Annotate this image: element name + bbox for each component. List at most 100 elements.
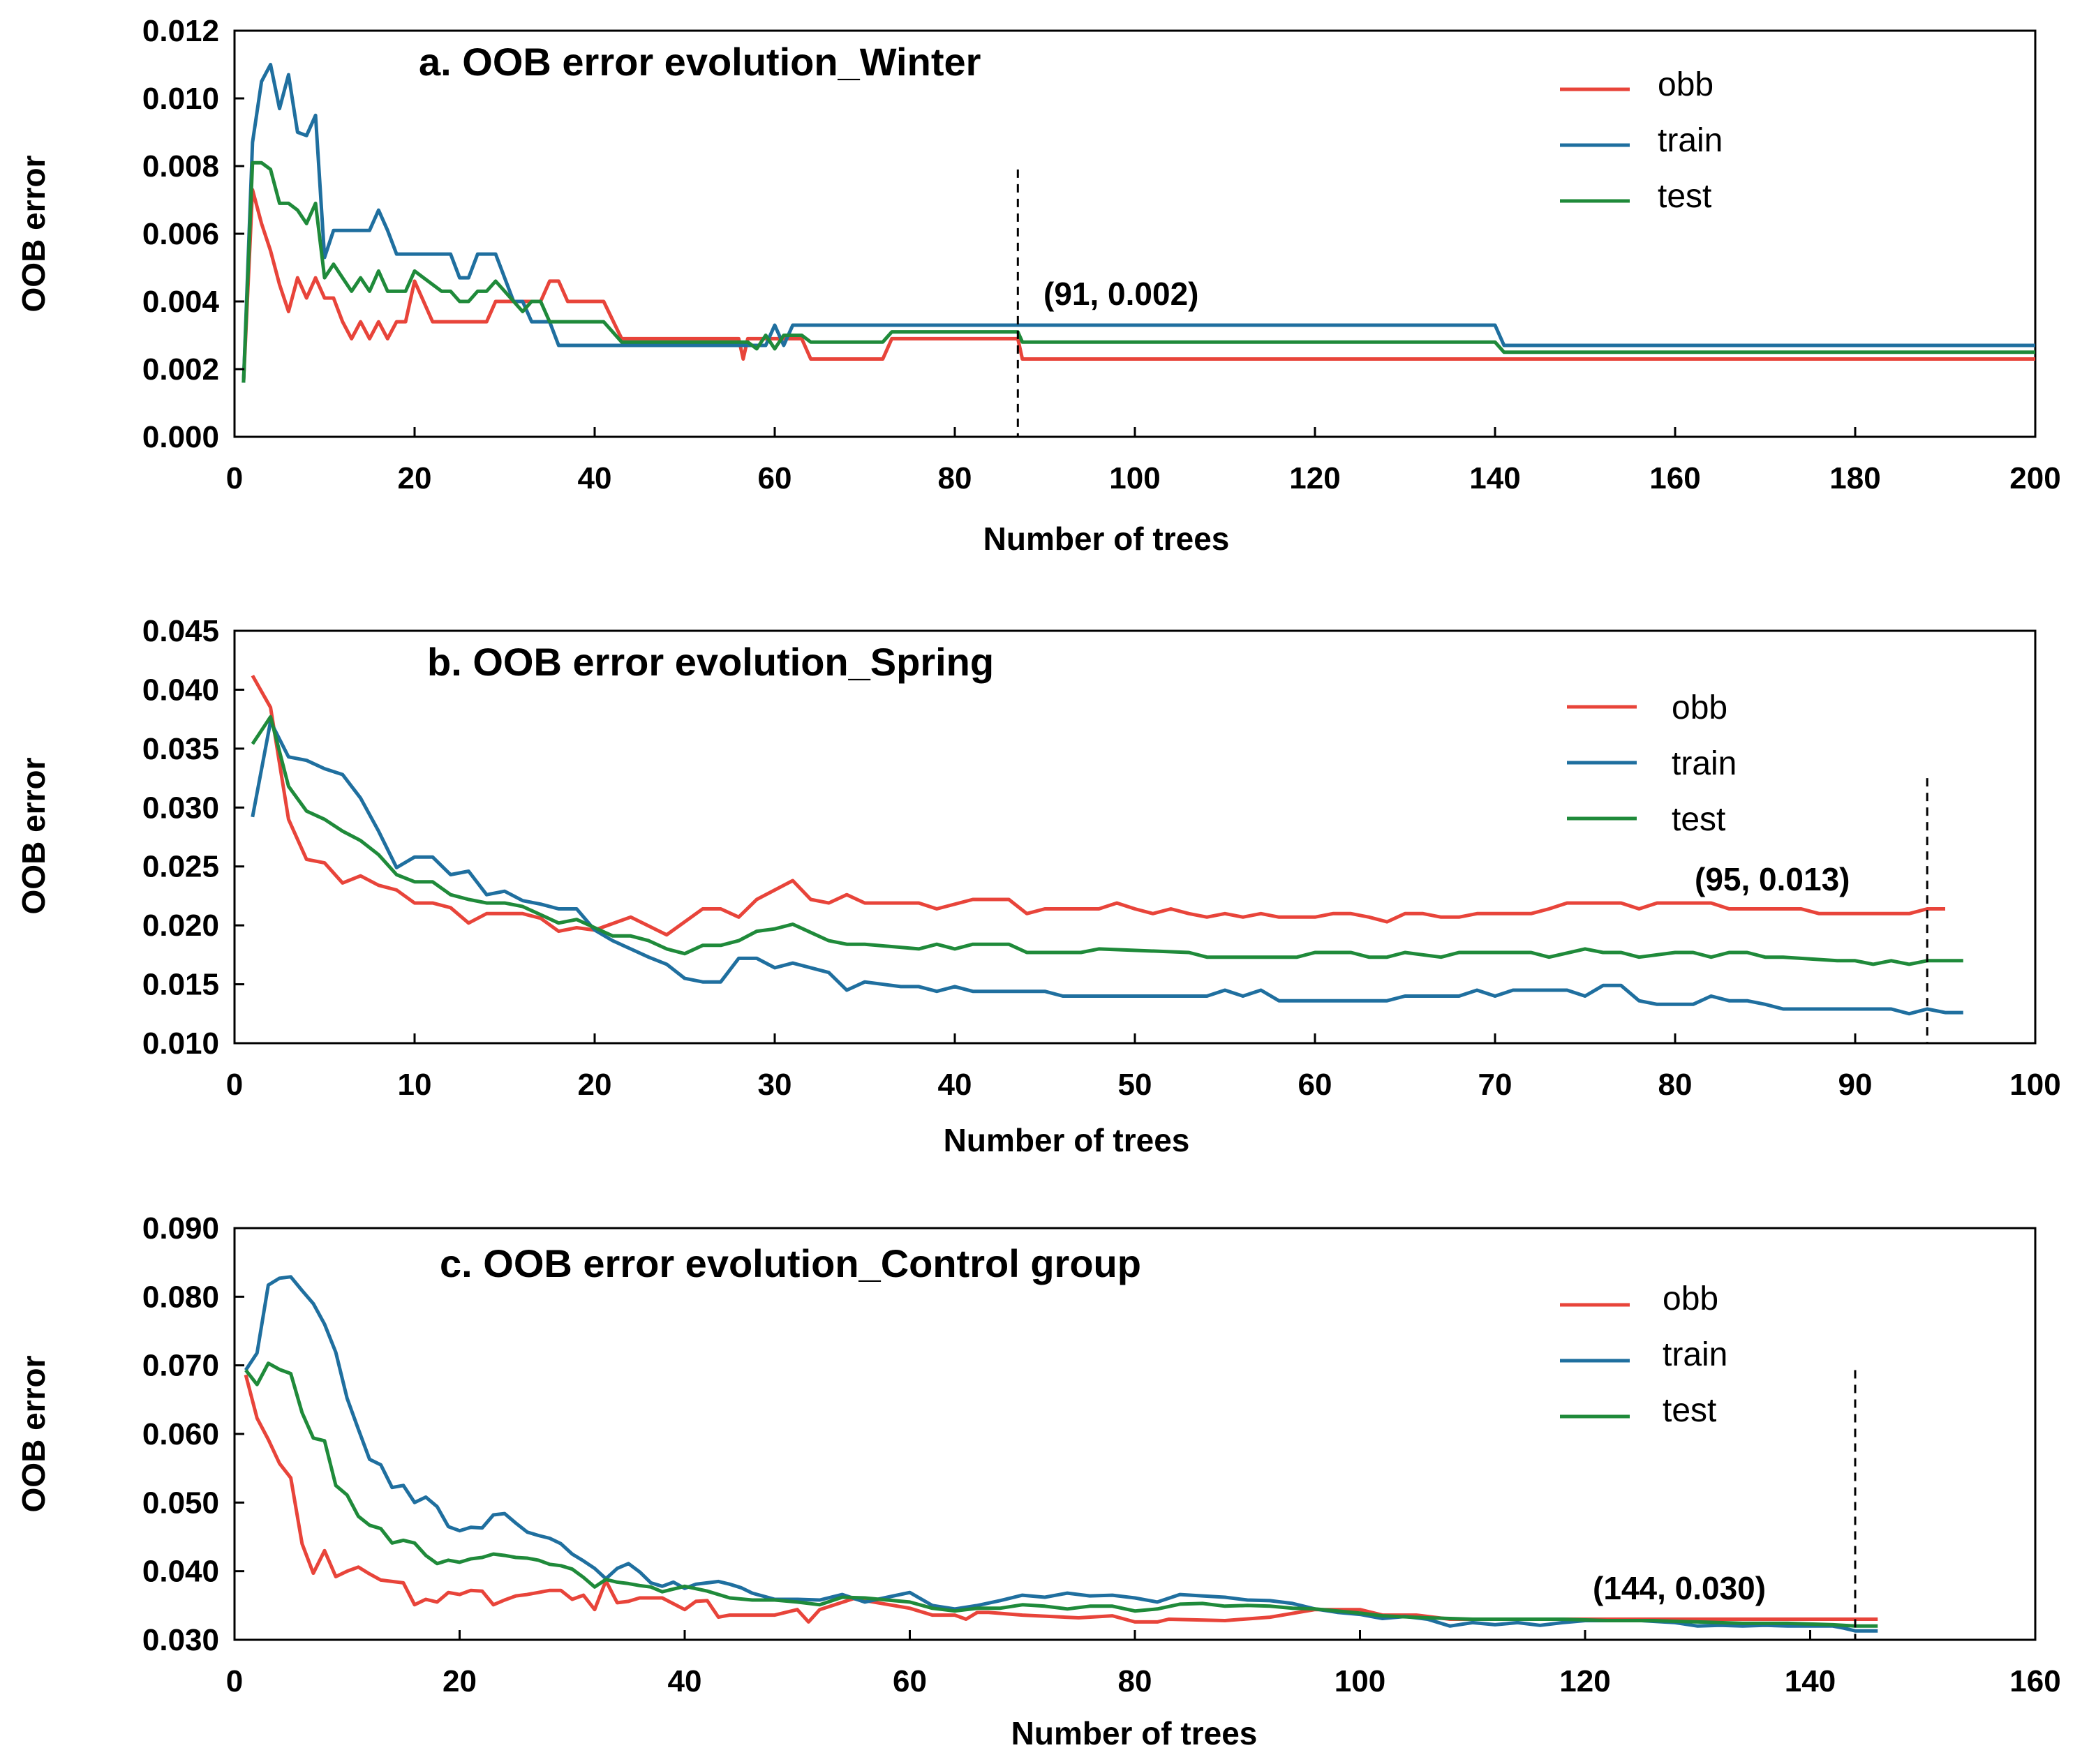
x-tick-label: 40: [938, 1068, 972, 1102]
y-tick-label: 0.045: [142, 614, 219, 648]
x-tick-label: 200: [2009, 461, 2060, 495]
series-line-obb: [244, 1374, 1878, 1624]
y-axis-label: OOB error: [15, 155, 52, 312]
y-tick-label: 0.050: [142, 1486, 219, 1520]
y-axis-ticks: 0.030 0.040 0.050 0.060 0.070 0.080 0.090: [142, 1211, 244, 1657]
series-line-test: [244, 1361, 1878, 1628]
x-tick-label: 80: [1658, 1068, 1693, 1102]
panel-spring: 0 10 20 30 40 50 60 70 80 90 100 0.0100.0150.0200.…: [15, 614, 2061, 1158]
y-tick-label: 0.010: [142, 82, 219, 116]
y-tick-label: 0.002: [142, 352, 219, 387]
series-line-test: [241, 160, 2035, 383]
x-tick-label: 120: [1559, 1664, 1610, 1698]
x-tick-label: 0: [226, 1068, 243, 1102]
panel-winter: 0 20 40 60 80 100 120 140 160 180 200 0.000 0.002 0.…: [15, 14, 2061, 557]
x-tick-label: 0: [226, 1664, 243, 1698]
series-lines: [244, 1275, 1878, 1633]
x-tick-label: 30: [758, 1068, 792, 1102]
y-tick-label: 0.008: [142, 149, 219, 184]
y-tick-label: 0.080: [142, 1280, 219, 1314]
y-tick-label: 0.025: [142, 850, 219, 884]
optimum-annotation: (91, 0.002): [1043, 276, 1198, 312]
y-tick-label: 0.040: [142, 673, 219, 707]
x-tick-label: 120: [1289, 461, 1340, 495]
plot-frame: [233, 629, 2037, 1045]
y-axis-label: OOB error: [15, 757, 52, 914]
x-tick-label: 80: [938, 461, 972, 495]
x-tick-label: 60: [758, 461, 792, 495]
series-lines: [241, 63, 2035, 383]
legend-label-obb: obb: [1663, 1280, 1718, 1317]
y-tick-label: 0.004: [142, 285, 220, 319]
y-tick-label: 0.010: [142, 1026, 219, 1061]
series-line-train: [251, 719, 1963, 1016]
x-tick-label: 70: [1478, 1068, 1512, 1102]
y-tick-label: 0.060: [142, 1417, 219, 1451]
y-tick-label: 0.012: [142, 14, 219, 48]
legend-label-train: train: [1658, 122, 1723, 159]
x-tick-label: 80: [1118, 1664, 1152, 1698]
x-axis-label: Number of trees: [983, 521, 1230, 557]
x-axis-label: Number of trees: [1011, 1715, 1258, 1751]
x-tick-label: 60: [893, 1664, 927, 1698]
x-tick-label: 160: [2009, 1664, 2060, 1698]
y-tick-label: 0.030: [142, 791, 219, 825]
y-tick-label: 0.006: [142, 217, 219, 251]
chart-title: a. OOB error evolution_Winter: [419, 40, 981, 84]
legend-label-test: test: [1663, 1392, 1716, 1429]
x-tick-label: 100: [1109, 461, 1160, 495]
legend-label-obb: obb: [1658, 66, 1713, 103]
x-tick-label: 100: [1335, 1664, 1385, 1698]
x-tick-label: 20: [398, 461, 432, 495]
series-line-obb: [241, 188, 2035, 383]
y-tick-label: 0.030: [142, 1623, 219, 1657]
x-axis-ticks: 0 20 40 60 80 100 120 140 160 180 200: [226, 427, 2061, 495]
x-tick-label: 50: [1118, 1068, 1152, 1102]
y-tick-label: 0.070: [142, 1349, 219, 1383]
x-tick-label: 60: [1298, 1068, 1332, 1102]
legend-label-test: test: [1672, 801, 1725, 838]
y-tick-label: 0.020: [142, 909, 219, 943]
legend: obb train test: [1560, 66, 1723, 215]
x-tick-label: 40: [578, 461, 612, 495]
series-line-obb: [251, 674, 1945, 937]
x-tick-label: 140: [1785, 1664, 1836, 1698]
legend: obb train test: [1560, 1280, 1727, 1429]
legend-label-obb: obb: [1672, 689, 1727, 726]
x-axis-ticks: 0 10 20 30 40 50 60 70 80 90 100: [226, 1033, 2061, 1102]
y-axis-label: OOB error: [15, 1355, 52, 1512]
series-line-train: [241, 63, 2035, 383]
x-tick-label: 160: [1649, 461, 1700, 495]
optimum-annotation: (95, 0.013): [1695, 861, 1850, 897]
x-tick-label: 10: [398, 1068, 432, 1102]
series-lines: [251, 674, 1963, 1016]
series-line-test: [251, 715, 1963, 966]
plot-frame: [233, 29, 2037, 438]
x-tick-label: 180: [1829, 461, 1880, 495]
x-tick-label: 0: [226, 461, 243, 495]
x-axis-label: Number of trees: [944, 1122, 1190, 1158]
legend: obb train test: [1567, 689, 1737, 838]
legend-label-train: train: [1663, 1336, 1727, 1373]
optimum-annotation: (144, 0.030): [1593, 1570, 1766, 1606]
x-tick-label: 40: [668, 1664, 702, 1698]
y-tick-label: 0.035: [142, 732, 219, 766]
y-axis-ticks: 0.010 0.015 0.020 0.025 0.030 0.035 0.040 0.045: [142, 614, 244, 1061]
chart-title: b. OOB error evolution_Spring: [427, 640, 994, 684]
legend-label-train: train: [1672, 745, 1737, 782]
y-tick-label: 0.090: [142, 1211, 219, 1246]
x-axis-ticks: 0 20 40 60 80 100 120 140 160: [226, 1630, 2061, 1698]
x-tick-label: 20: [443, 1664, 477, 1698]
y-tick-label: 0.015: [142, 968, 219, 1002]
y-tick-label: 0.000: [142, 420, 219, 454]
chart-title: c. OOB error evolution_Control group: [440, 1241, 1141, 1285]
x-tick-label: 100: [2009, 1068, 2060, 1102]
x-tick-label: 90: [1838, 1068, 1873, 1102]
x-tick-label: 20: [578, 1068, 612, 1102]
x-tick-label: 140: [1469, 461, 1520, 495]
panel-control-group: 0 20 40 60 80 100 120 140 160 0.0300.0400.0500.0…: [15, 1211, 2061, 1751]
series-line-train: [244, 1275, 1878, 1633]
y-tick-label: 0.040: [142, 1555, 219, 1589]
legend-label-test: test: [1658, 178, 1711, 215]
